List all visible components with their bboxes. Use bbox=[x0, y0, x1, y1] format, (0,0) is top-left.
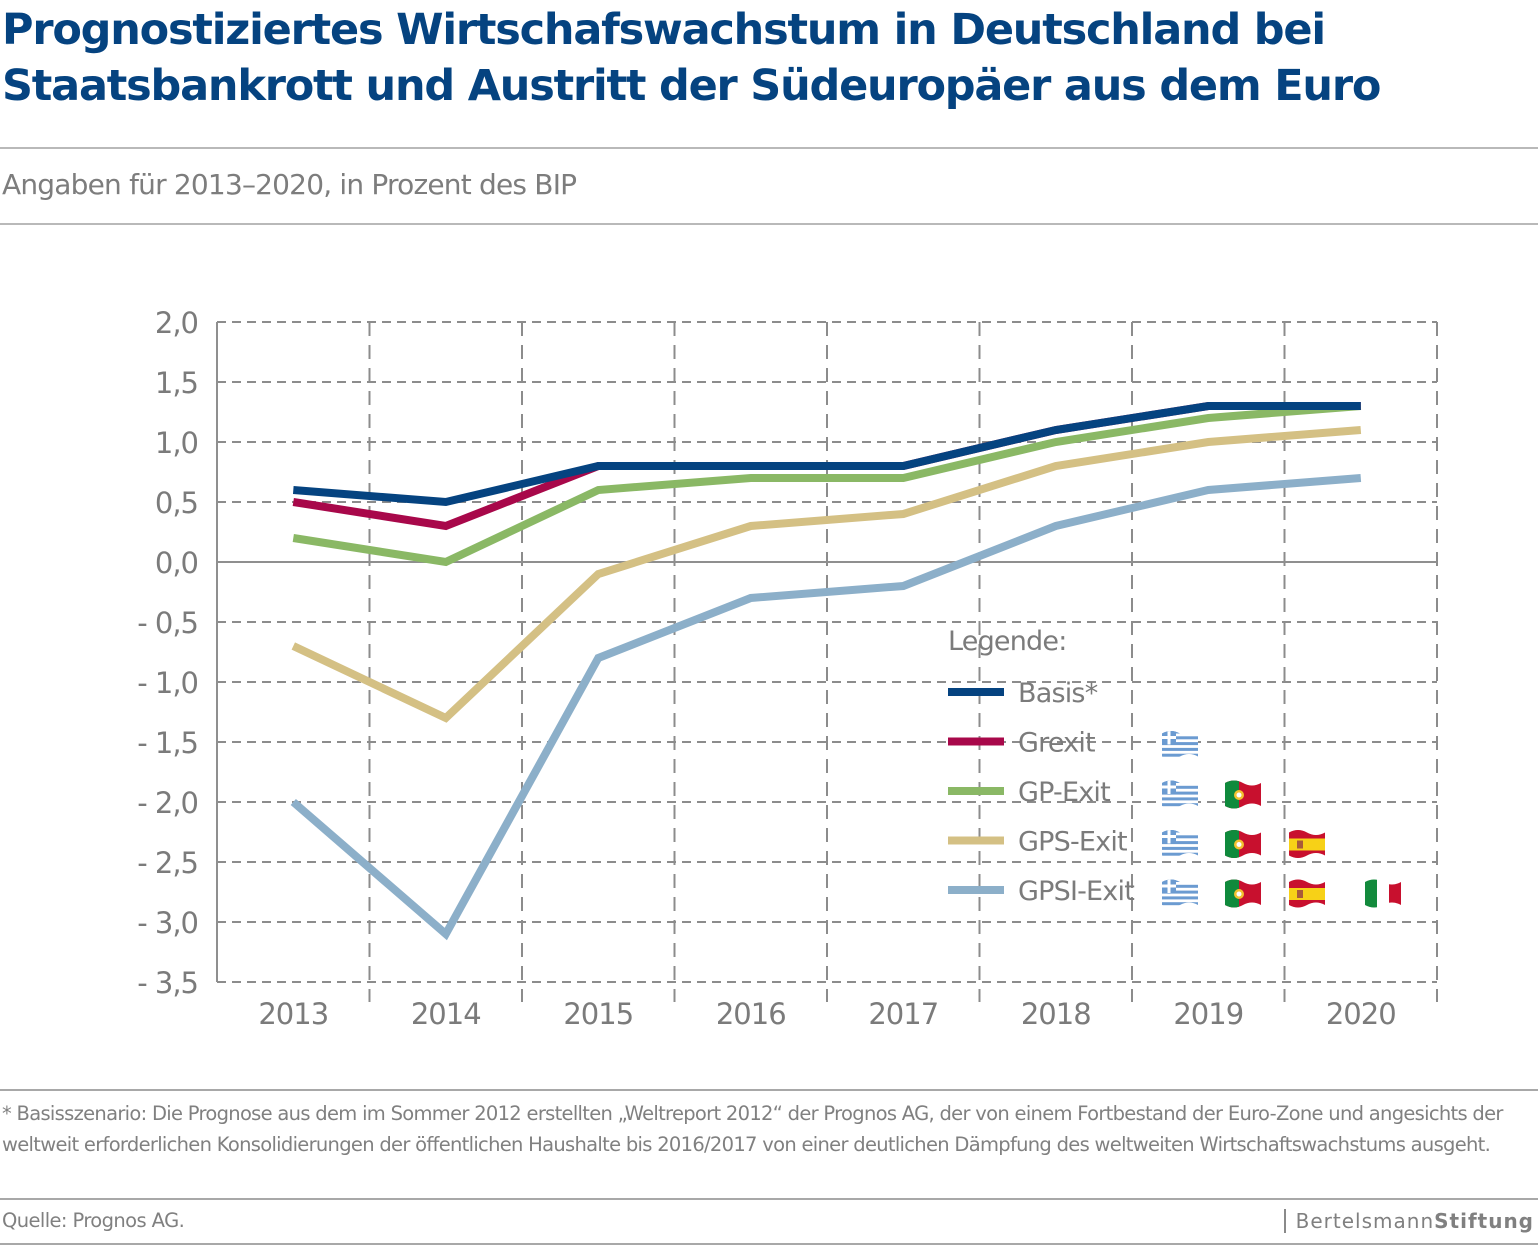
brand-bold: Stiftung bbox=[1434, 1209, 1534, 1233]
title-divider bbox=[0, 147, 1538, 149]
y-tick-label: 0,5 bbox=[155, 486, 198, 520]
portugal-flag-icon bbox=[1225, 879, 1261, 908]
x-tick-label: 2018 bbox=[1021, 997, 1091, 1031]
y-axis-ticks: 2,0 1,5 1,0 0,5 0,0 - 0,5 - 1,0 - 1,5 - 2,0 - 2,5… bbox=[137, 306, 199, 1000]
series-lines bbox=[290, 402, 1362, 941]
x-tick-label: 2020 bbox=[1326, 997, 1396, 1031]
portugal-flag-icon bbox=[1225, 780, 1261, 809]
legend-label: Grexit bbox=[1018, 728, 1095, 759]
legend: Legende: Basis* Grexit GP-Exit GPS-Exit GPSI-… bbox=[948, 626, 1401, 908]
y-tick-label: 1,0 bbox=[155, 426, 198, 460]
chart-title: Prognostiziertes Wirtschafswachstum in D… bbox=[2, 2, 1532, 114]
greece-flag-icon bbox=[1162, 879, 1198, 908]
y-tick-label: - 0,5 bbox=[137, 606, 198, 640]
greece-flag-icon bbox=[1162, 830, 1198, 858]
legend-label: GPS-Exit bbox=[1018, 827, 1127, 858]
bottom-divider bbox=[0, 1243, 1538, 1245]
y-tick-label: - 2,5 bbox=[137, 846, 198, 880]
footnote-divider bbox=[0, 1089, 1538, 1091]
italy-flag-icon bbox=[1365, 879, 1401, 908]
x-tick-label: 2013 bbox=[258, 997, 328, 1031]
y-tick-label: 2,0 bbox=[155, 306, 198, 340]
grid bbox=[217, 321, 1438, 1002]
source-divider bbox=[0, 1198, 1538, 1200]
title-line-1: Prognostiziertes Wirtschafswachstum in D… bbox=[2, 5, 1326, 55]
bertelsmann-stiftung-logo: BertelsmannStiftung bbox=[1283, 1209, 1534, 1233]
x-tick-label: 2019 bbox=[1173, 997, 1243, 1031]
y-tick-label: 0,0 bbox=[155, 546, 198, 580]
series-line-gps-exit bbox=[291, 426, 1362, 723]
brand-regular: Bertelsmann bbox=[1295, 1209, 1435, 1233]
y-tick-label: - 3,0 bbox=[137, 906, 198, 940]
y-tick-label: - 1,0 bbox=[137, 666, 198, 700]
y-tick-label: - 1,5 bbox=[137, 726, 198, 760]
series-line-gp-exit bbox=[292, 402, 1362, 567]
series-line-gpsi-exit bbox=[290, 474, 1362, 941]
legend-label: GP-Exit bbox=[1018, 777, 1110, 808]
portugal-flag-icon bbox=[1225, 830, 1261, 858]
subtitle-divider bbox=[0, 223, 1538, 225]
y-tick-label: - 3,5 bbox=[137, 966, 198, 1000]
x-tick-label: 2014 bbox=[411, 997, 481, 1031]
footnote: * Basisszenario: Die Prognose aus dem im… bbox=[2, 1102, 1503, 1156]
legend-title: Legende: bbox=[948, 626, 1067, 657]
source-text: Quelle: Prognos AG. bbox=[2, 1209, 185, 1232]
y-tick-label: 1,5 bbox=[155, 366, 198, 400]
chart-subtitle: Angaben für 2013–2020, in Prozent des BI… bbox=[2, 168, 577, 201]
x-axis-ticks: 2013 2014 2015 2016 2017 2018 2019 2020 bbox=[258, 997, 1396, 1031]
x-tick-label: 2017 bbox=[868, 997, 938, 1031]
greece-flag-icon bbox=[1162, 780, 1198, 809]
x-tick-label: 2015 bbox=[563, 997, 633, 1031]
spain-flag-icon bbox=[1289, 879, 1325, 908]
legend-label: GPSI-Exit bbox=[1018, 876, 1134, 907]
title-line-2: Staatsbankrott und Austritt der Südeurop… bbox=[2, 61, 1381, 111]
series-line-basis bbox=[292, 402, 1361, 507]
y-tick-label: - 2,0 bbox=[137, 786, 198, 820]
legend-label: Basis* bbox=[1018, 678, 1098, 709]
greece-flag-icon bbox=[1162, 731, 1198, 759]
spain-flag-icon bbox=[1289, 830, 1325, 858]
x-tick-label: 2016 bbox=[716, 997, 786, 1031]
